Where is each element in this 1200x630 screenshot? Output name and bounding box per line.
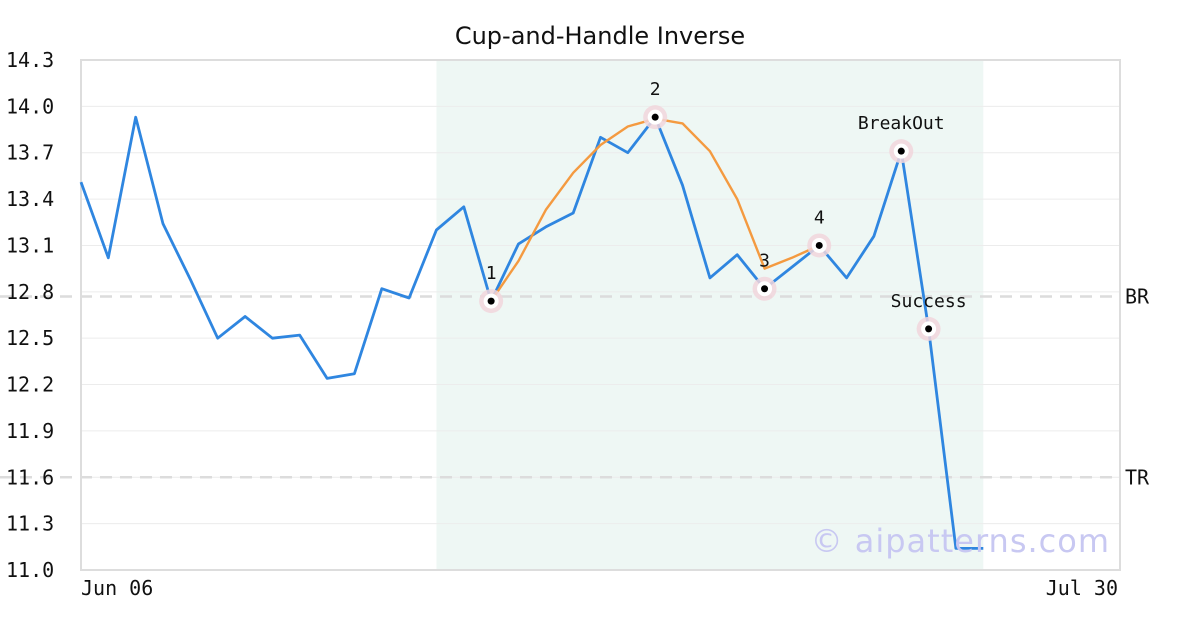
- point-marker: [761, 285, 769, 293]
- y-tick-label: 12.8: [6, 280, 54, 304]
- y-tick-label: 11.6: [6, 465, 54, 489]
- pattern-points: 1 2 3 4 BreakOut Success: [479, 79, 967, 341]
- point-label: 4: [814, 207, 825, 228]
- point-label: 3: [759, 251, 770, 272]
- y-tick-label: 11.9: [6, 419, 54, 443]
- y-tick-label: 13.7: [6, 141, 54, 165]
- point-marker: [487, 297, 495, 305]
- y-tick-label: 12.2: [6, 373, 54, 397]
- point-label: BreakOut: [858, 113, 945, 134]
- point-label: 2: [650, 79, 661, 100]
- point-marker: [897, 147, 905, 155]
- y-tick-label: 14.3: [6, 48, 54, 72]
- point-label: 1: [486, 263, 497, 284]
- point-marker: [925, 325, 933, 333]
- pattern-region: [436, 60, 984, 570]
- reference-lines: BR TR: [0, 284, 1150, 489]
- reference-line-label: BR: [1125, 284, 1150, 308]
- x-tick-start: Jun 06: [81, 576, 153, 600]
- y-tick-label: 11.3: [6, 512, 54, 536]
- watermark: © aipatterns.com: [810, 522, 1110, 560]
- point-label: Success: [891, 291, 967, 312]
- y-tick-label: 13.4: [6, 187, 54, 211]
- x-tick-end: Jul 30: [1046, 576, 1118, 600]
- y-axis-ticks: 14.3 14.0 13.7 13.4 13.1 12.8 12.5 12.2 11.9 11.6…: [6, 48, 54, 582]
- y-tick-label: 13.1: [6, 233, 54, 257]
- plot-frame: [80, 59, 1121, 571]
- reference-line-label: TR: [1125, 465, 1150, 489]
- y-tick-label: 11.0: [6, 558, 54, 582]
- chart-title: Cup-and-Handle Inverse: [454, 22, 746, 50]
- point-marker: [815, 241, 823, 249]
- y-tick-label: 14.0: [6, 94, 54, 118]
- y-tick-label: 12.5: [6, 326, 54, 350]
- point-marker: [651, 113, 659, 121]
